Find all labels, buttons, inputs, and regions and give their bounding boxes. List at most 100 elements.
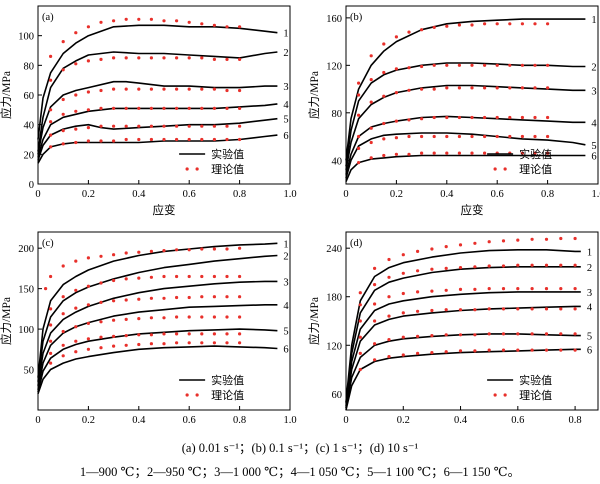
x-tick-label: 1.0: [283, 189, 296, 200]
theoretical-point: [401, 271, 405, 275]
legend-dot-theoretical: [185, 393, 189, 397]
theoretical-point: [416, 309, 420, 313]
theoretical-point: [49, 274, 53, 279]
theoretical-point: [86, 303, 90, 307]
theoretical-point: [559, 307, 563, 311]
theoretical-point: [420, 64, 424, 69]
theoretical-point: [149, 56, 153, 60]
theoretical-point: [533, 86, 537, 90]
theoretical-point: [187, 87, 191, 91]
theoretical-point: [544, 348, 549, 352]
theoretical-point: [225, 106, 229, 110]
y-tick-label: 100: [18, 325, 34, 336]
theoretical-point: [225, 247, 229, 251]
theoretical-point: [99, 300, 103, 304]
theoretical-point: [457, 151, 461, 155]
theoretical-point: [238, 106, 242, 110]
theoretical-point: [200, 295, 204, 299]
series-label-6: 6: [587, 345, 592, 356]
series-label-6: 6: [283, 131, 288, 142]
theoretical-point: [516, 287, 520, 291]
theoretical-point: [212, 295, 216, 299]
legend-label-theoretical: 理论值: [211, 162, 244, 176]
theoretical-point: [407, 134, 411, 139]
theoretical-point: [124, 56, 128, 60]
x-axis-label: 应变: [153, 203, 176, 217]
theoretical-point: [458, 266, 463, 270]
theoretical-point: [394, 35, 398, 39]
theoretical-point: [373, 302, 377, 306]
theoretical-point: [238, 274, 242, 279]
theoretical-point: [61, 112, 65, 116]
theoretical-point: [74, 306, 78, 310]
theoretical-point: [212, 57, 216, 62]
series-label-4: 4: [283, 301, 289, 312]
theoretical-point: [137, 106, 141, 110]
theoretical-point: [187, 106, 191, 110]
experimental-curve-6: [345, 154, 586, 182]
theoretical-point: [495, 86, 499, 90]
theoretical-point: [61, 68, 65, 72]
theoretical-point: [74, 325, 78, 329]
theoretical-point: [137, 297, 141, 301]
theoretical-point: [546, 22, 550, 26]
theoretical-point: [508, 86, 512, 90]
experimental-curve-3: [345, 84, 586, 170]
experimental-curve-3: [37, 80, 278, 155]
legend-dot-theoretical: [195, 167, 199, 171]
y-tick-label: 150: [18, 285, 34, 296]
theoretical-point: [86, 284, 90, 288]
x-tick-label: 0: [35, 189, 40, 200]
theoretical-point: [200, 247, 204, 251]
theoretical-point: [187, 56, 191, 60]
theoretical-point: [162, 316, 166, 320]
series-label-3: 3: [591, 86, 596, 97]
theoretical-point: [99, 106, 103, 110]
theoretical-point: [520, 115, 525, 120]
theoretical-point: [162, 56, 166, 60]
theoretical-point: [373, 283, 377, 287]
theoretical-point: [546, 134, 550, 139]
theoretical-point: [200, 137, 204, 142]
theoretical-point: [124, 277, 128, 281]
theoretical-point: [49, 361, 53, 365]
theoretical-point: [124, 17, 128, 21]
theoretical-point: [74, 109, 78, 113]
x-tick-label: 0.8: [569, 415, 582, 426]
theoretical-point: [444, 308, 448, 312]
theoretical-point: [238, 341, 242, 345]
theoretical-point: [225, 25, 229, 29]
theoretical-point: [112, 124, 116, 128]
theoretical-point: [369, 78, 373, 82]
theoretical-point: [187, 124, 191, 128]
theoretical-point: [61, 97, 65, 102]
theoretical-point: [238, 88, 242, 93]
theoretical-point: [212, 247, 216, 251]
theoretical-point: [430, 334, 434, 338]
theoretical-point: [357, 161, 361, 165]
theoretical-point: [61, 142, 65, 146]
legend-label-theoretical: 理论值: [519, 388, 552, 402]
theoretical-point: [559, 332, 563, 336]
theoretical-point: [401, 353, 405, 357]
theoretical-point: [74, 140, 78, 145]
theoretical-point: [175, 248, 179, 252]
theoretical-point: [225, 341, 229, 345]
theoretical-point: [124, 317, 128, 321]
theoretical-point: [149, 87, 153, 91]
theoretical-point: [432, 115, 436, 120]
theoretical-point: [473, 265, 477, 269]
x-tick-label: 0.8: [233, 415, 246, 426]
theoretical-point: [458, 349, 463, 353]
theoretical-point: [458, 243, 463, 247]
theoretical-point: [187, 274, 191, 279]
theoretical-point: [175, 137, 179, 142]
theoretical-point: [225, 315, 229, 319]
theoretical-point: [357, 134, 361, 139]
theoretical-point: [533, 63, 537, 67]
theoretical-point: [200, 332, 204, 336]
theoretical-point: [200, 87, 204, 91]
theoretical-point: [407, 30, 411, 34]
theoretical-point: [495, 134, 499, 139]
series-label-4: 4: [283, 100, 289, 111]
